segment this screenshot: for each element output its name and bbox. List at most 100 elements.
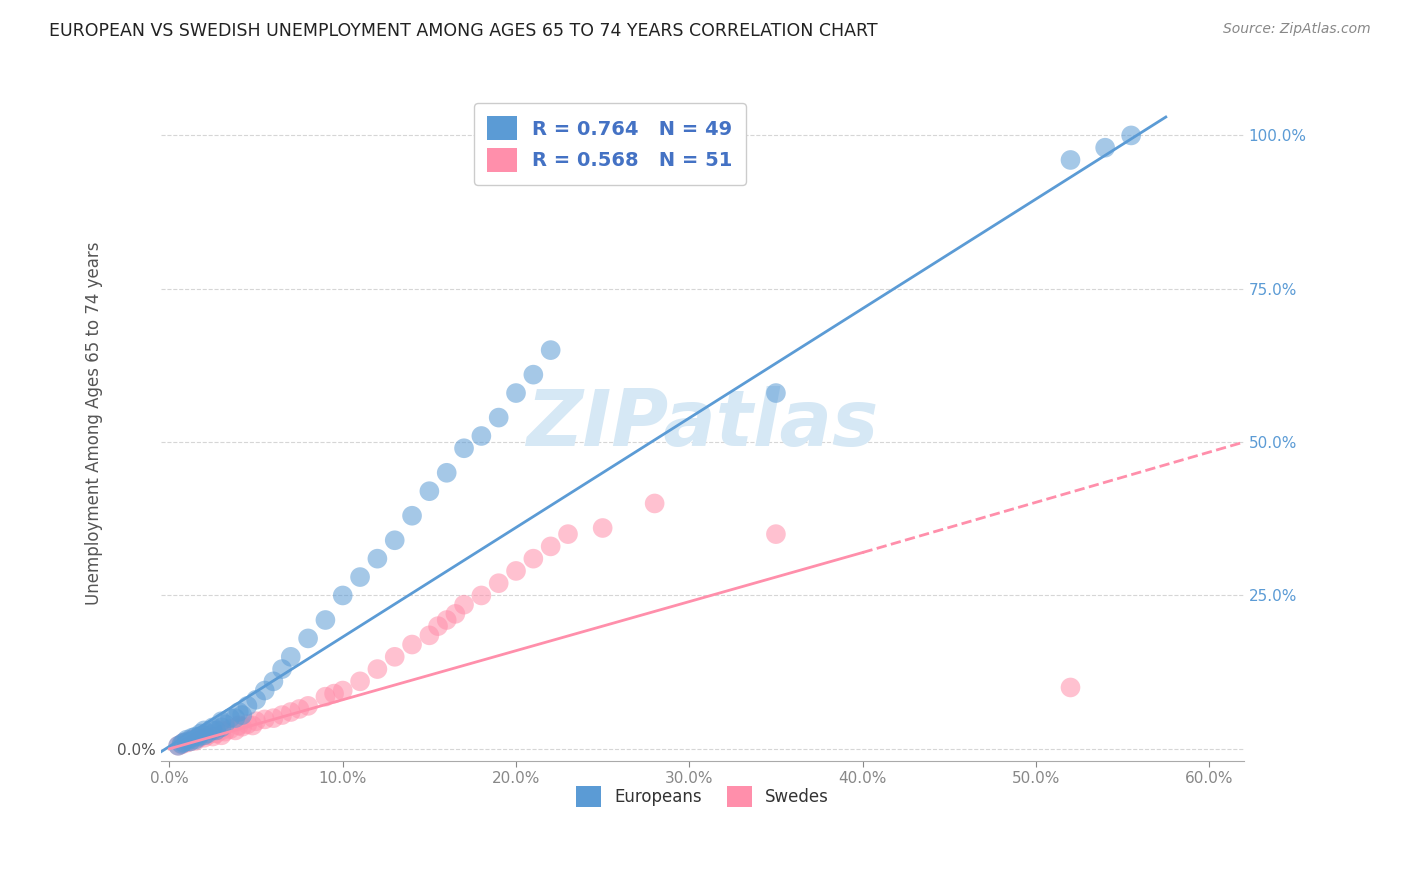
Point [644,496,666,510]
Text: ZIPatlas: ZIPatlas [526,385,879,462]
Point [201,720,224,734]
Point [245,714,267,729]
Point [219,722,242,736]
Point [436,466,458,480]
Point [253,683,276,698]
Point [219,711,242,725]
Point [176,732,198,747]
Point [540,343,562,358]
Point [288,702,311,716]
Point [505,564,527,578]
Point [172,736,194,750]
Point [176,734,198,748]
Point [384,533,406,548]
Point [271,662,294,676]
Point [187,730,209,744]
Point [1059,681,1081,695]
Point [349,674,371,689]
Point [201,730,224,744]
Point [187,731,209,745]
Point [488,576,510,591]
Point [236,698,259,713]
Point [297,632,319,646]
Point [181,731,204,745]
Point [323,687,346,701]
Point [253,712,276,726]
Point [470,429,492,443]
Point [592,521,614,535]
Point [214,724,236,739]
Point [231,720,253,734]
Point [1059,153,1081,167]
Point [197,726,219,740]
Point [488,410,510,425]
Point [765,386,787,401]
Point [179,734,201,748]
Point [505,386,527,401]
Point [401,638,423,652]
Point [242,718,264,732]
Point [193,723,215,738]
Point [179,734,201,748]
Point [170,738,193,752]
Point [453,442,475,456]
Point [245,692,267,706]
Point [211,720,233,734]
Point [176,736,198,750]
Point [214,717,236,731]
Point [184,734,207,748]
Point [224,711,246,725]
Point [522,368,544,382]
Point [366,662,388,676]
Point [205,723,228,738]
Point [401,508,423,523]
Legend: Europeans, Swedes: Europeans, Swedes [569,780,835,814]
Point [332,589,354,603]
Point [444,607,467,621]
Point [297,698,319,713]
Point [262,674,284,689]
Point [332,683,354,698]
Point [453,598,475,612]
Point [280,649,302,664]
Point [418,628,440,642]
Text: EUROPEAN VS SWEDISH UNEMPLOYMENT AMONG AGES 65 TO 74 YEARS CORRELATION CHART: EUROPEAN VS SWEDISH UNEMPLOYMENT AMONG A… [49,22,877,40]
Point [193,728,215,742]
Point [765,527,787,541]
Point [197,728,219,742]
Point [436,613,458,627]
Point [224,723,246,738]
Point [172,736,194,750]
Point [522,551,544,566]
Point [418,484,440,499]
Point [201,723,224,738]
Point [228,705,250,719]
Point [1094,141,1116,155]
Point [184,732,207,747]
Y-axis label: Unemployment Among Ages 65 to 74 years: Unemployment Among Ages 65 to 74 years [86,242,103,606]
Point [236,717,259,731]
Point [184,730,207,744]
Text: Source: ZipAtlas.com: Source: ZipAtlas.com [1223,22,1371,37]
Point [314,690,336,704]
Point [211,723,233,738]
Point [167,739,190,753]
Point [170,737,193,751]
Point [557,527,579,541]
Point [540,540,562,554]
Point [228,718,250,732]
Point [167,739,190,753]
Point [190,730,212,744]
Point [211,728,233,742]
Point [211,714,233,729]
Point [349,570,371,584]
Point [271,708,294,723]
Point [314,613,336,627]
Point [193,731,215,745]
Point [384,649,406,664]
Point [427,619,450,633]
Point [470,589,492,603]
Point [205,726,228,740]
Point [190,726,212,740]
Point [181,732,204,747]
